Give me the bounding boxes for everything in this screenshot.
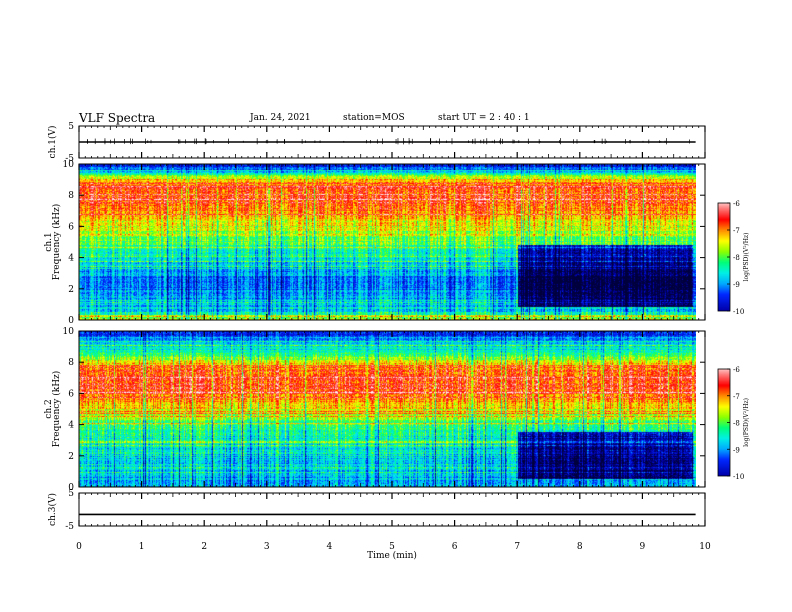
- ch2_spectrogram-ytick-label: 4: [68, 421, 74, 431]
- figure-title: VLF Spectra: [79, 111, 156, 125]
- ch1_spectrogram-image: [79, 164, 696, 320]
- ch2_spectrogram-cbar-tick-label: -6: [733, 366, 740, 374]
- ch3_waveform-ytick-label: -5: [65, 522, 74, 532]
- ch2_spectrogram-ytick-label: 0: [68, 483, 74, 493]
- ch1_spectrogram-ylabel-line2: Frequency (kHz): [51, 204, 62, 281]
- start-time-label: start UT = 2 : 40 : 1: [438, 113, 530, 123]
- ch1_spectrogram-cbar-label: log(PSD)(V²/Hz): [743, 233, 750, 282]
- ch1_waveform-ytick-label: -5: [65, 154, 74, 164]
- ch1_spectrogram-cbar-tick-label: -8: [733, 254, 740, 262]
- ch3_waveform-ytick-label: 5: [68, 489, 74, 499]
- ch1_spectrogram-ytick-label: 6: [68, 222, 74, 232]
- ch2_spectrogram-ylabel-line1: ch.2: [44, 399, 54, 418]
- ch3_waveform-xtick-label: 9: [640, 542, 646, 552]
- ch3_waveform-xtick-label: 1: [139, 542, 145, 552]
- ch1_spectrogram-ytick-label: 2: [68, 285, 74, 295]
- station-label: station=MOS: [343, 113, 405, 123]
- ch1_spectrogram-ytick-label: 0: [68, 316, 74, 326]
- ch2_spectrogram-ytick-label: 8: [68, 358, 74, 368]
- date-label: Jan. 24, 2021: [250, 113, 311, 123]
- ch2_spectrogram-ytick-label: 6: [68, 389, 74, 399]
- ch1_waveform-ytick-label: 5: [68, 122, 74, 132]
- ch3_waveform-xtick-label: 8: [577, 542, 583, 552]
- ch3_waveform-xtick-label: 10: [699, 542, 711, 552]
- ch2_spectrogram-ytick-label: 2: [68, 452, 74, 462]
- ch1_spectrogram-ytick-label: 8: [68, 191, 74, 201]
- ch1_spectrogram-ytick-label: 10: [63, 160, 75, 170]
- ch2_spectrogram-ylabel-line2: Frequency (kHz): [51, 371, 62, 448]
- ch1_spectrogram-cbar-tick-label: -6: [733, 200, 740, 208]
- ch3_waveform-ylabel: ch.3(V): [47, 493, 58, 526]
- ch3_waveform-xtick-label: 4: [327, 542, 333, 552]
- ch2_spectrogram-cbar-tick-label: -7: [733, 393, 740, 401]
- ch3_waveform-xtick-label: 0: [76, 542, 82, 552]
- ch1_spectrogram-cbar-tick-label: -9: [733, 281, 740, 289]
- ch3_waveform-xtick-label: 7: [514, 542, 520, 552]
- ch1_spectrogram-cbar-tick-label: -10: [733, 308, 744, 316]
- ch1_waveform-ylabel: ch.1(V): [47, 126, 58, 159]
- ch3_waveform-xtick-label: 6: [452, 542, 458, 552]
- ch2_spectrogram-image: [79, 331, 696, 487]
- ch3_waveform-xtick-label: 2: [201, 542, 207, 552]
- ch3_waveform-xtick-label: 3: [264, 542, 270, 552]
- ch2_spectrogram-ytick-label: 10: [63, 327, 75, 337]
- ch1_spectrogram-ytick-label: 4: [68, 254, 74, 264]
- ch3_waveform-xlabel: Time (min): [367, 550, 417, 561]
- ch2_spectrogram-cbar-tick-label: -9: [733, 446, 740, 454]
- ch2_spectrogram-cbar-tick-label: -10: [733, 473, 744, 481]
- ch2_spectrogram-cbar-tick-label: -8: [733, 420, 740, 428]
- ch3_waveform-xtick-label: 5: [389, 542, 395, 552]
- ch1_spectrogram-cbar-tick-label: -7: [733, 227, 740, 235]
- ch1_spectrogram-ylabel-line1: ch.1: [44, 232, 54, 251]
- ch2_spectrogram-cbar-label: log(PSD)(V²/Hz): [743, 398, 750, 447]
